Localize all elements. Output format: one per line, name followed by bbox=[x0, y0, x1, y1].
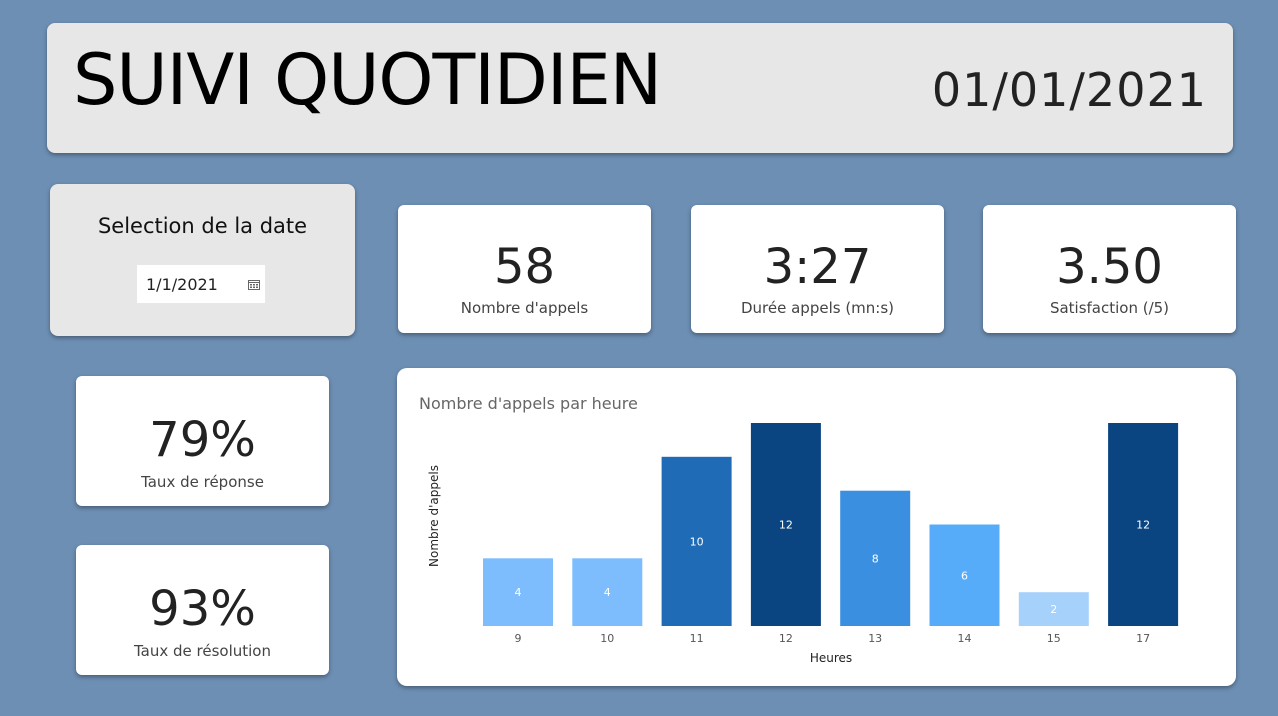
kpi-card-response-rate: 79% Taux de réponse bbox=[76, 376, 329, 506]
header-date: 01/01/2021 bbox=[931, 63, 1207, 117]
chart-bar-15[interactable] bbox=[1018, 592, 1089, 626]
chart-y-axis-label: Nombre d'appels bbox=[427, 465, 441, 567]
kpi-card-resolution-rate: 93% Taux de résolution bbox=[76, 545, 329, 675]
chart-data-label-10: 4 bbox=[604, 586, 611, 599]
kpi-duration-label: Durée appels (mn:s) bbox=[740, 299, 895, 317]
kpi-calls-value: 58 bbox=[493, 239, 556, 295]
chart-bars: 4 9 4 10 10 11 12 12 8 13 6 14 2 15 12 17 bbox=[483, 423, 1179, 645]
chart-bar-13[interactable] bbox=[840, 490, 911, 626]
kpi-resolution-rate-label: Taux de résolution bbox=[133, 642, 271, 660]
chart-data-label-13: 8 bbox=[872, 552, 879, 565]
chart-x-tick-9: 9 bbox=[515, 632, 522, 645]
date-selection-panel: Selection de la date 1/1/2021 bbox=[50, 184, 355, 336]
chart-data-label-14: 6 bbox=[961, 569, 968, 582]
chart-bar-14[interactable] bbox=[929, 524, 1000, 627]
chart-x-tick-14: 14 bbox=[958, 632, 972, 645]
calls-per-hour-chart-card: Nombre d'appels par heure Nombre d'appel… bbox=[397, 368, 1236, 686]
kpi-card-calls: 58 Nombre d'appels bbox=[398, 205, 651, 333]
page-title: SUIVI QUOTIDIEN bbox=[73, 39, 662, 121]
header-banner: SUIVI QUOTIDIEN 01/01/2021 bbox=[47, 23, 1233, 153]
chart-title: Nombre d'appels par heure bbox=[419, 394, 638, 413]
chart-x-tick-11: 11 bbox=[690, 632, 704, 645]
kpi-satisfaction-label: Satisfaction (/5) bbox=[1049, 299, 1170, 317]
kpi-response-rate-value: 79% bbox=[149, 412, 256, 468]
chart-bar-11[interactable] bbox=[661, 456, 732, 626]
kpi-card-satisfaction: 3.50 Satisfaction (/5) bbox=[983, 205, 1236, 333]
kpi-calls-label: Nombre d'appels bbox=[460, 299, 589, 317]
kpi-resolution-rate-value: 93% bbox=[149, 581, 256, 637]
chart-data-label-15: 2 bbox=[1050, 603, 1057, 616]
chart-x-tick-10: 10 bbox=[600, 632, 614, 645]
date-selection-title: Selection de la date bbox=[97, 214, 308, 238]
chart-bar-12[interactable] bbox=[750, 423, 821, 626]
chart-data-label-9: 4 bbox=[515, 586, 522, 599]
chart-data-label-11: 10 bbox=[690, 535, 704, 548]
chart-x-tick-13: 13 bbox=[868, 632, 882, 645]
chart-data-label-17: 12 bbox=[1136, 519, 1150, 532]
chart-data-label-12: 12 bbox=[779, 519, 793, 532]
chart-x-tick-17: 17 bbox=[1136, 632, 1150, 645]
kpi-duration-value: 3:27 bbox=[763, 239, 872, 295]
kpi-satisfaction-value: 3.50 bbox=[1056, 239, 1163, 295]
kpi-card-duration: 3:27 Durée appels (mn:s) bbox=[691, 205, 944, 333]
chart-bar-9[interactable] bbox=[483, 558, 553, 626]
chart-x-tick-12: 12 bbox=[779, 632, 793, 645]
chart-x-axis-label: Heures bbox=[810, 651, 852, 665]
chart-x-tick-15: 15 bbox=[1047, 632, 1061, 645]
chart-bar-17[interactable] bbox=[1108, 423, 1179, 626]
date-picker-value: 1/1/2021 bbox=[146, 274, 218, 294]
calls-per-hour-chart: Nombre d'appels Heures 4 9 4 10 10 11 12 12 8 13 6… bbox=[427, 423, 1179, 665]
chart-bar-10[interactable] bbox=[572, 558, 643, 626]
date-picker-input[interactable]: 1/1/2021 bbox=[137, 265, 265, 303]
kpi-response-rate-label: Taux de réponse bbox=[141, 473, 264, 491]
calendar-icon[interactable] bbox=[243, 274, 265, 294]
